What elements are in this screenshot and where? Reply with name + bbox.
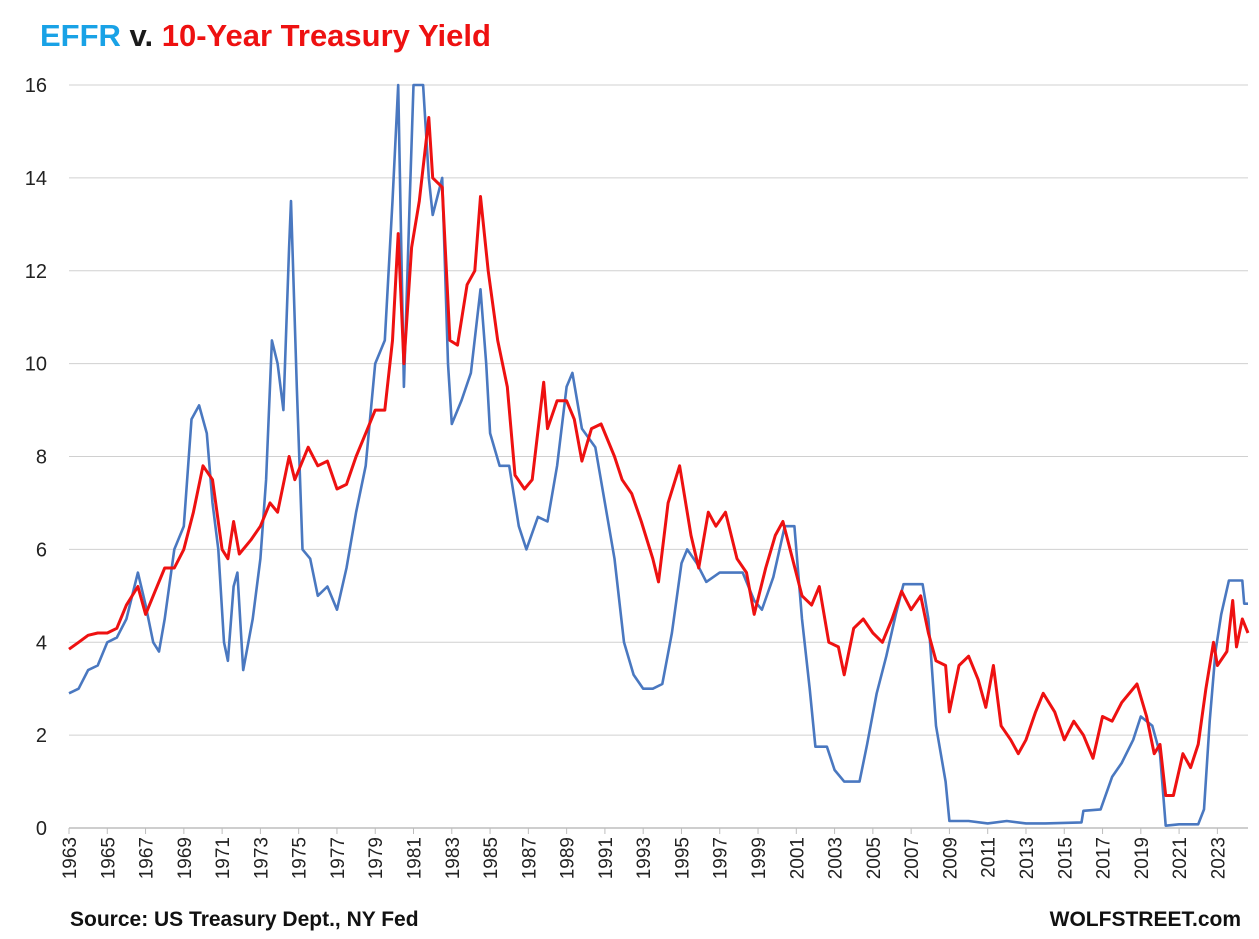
x-tick-label: 1993	[634, 837, 655, 879]
title-effr: EFFR	[40, 18, 121, 53]
y-tick-label: 4	[36, 632, 47, 654]
x-tick-label: 1981	[405, 837, 426, 879]
y-tick-label: 8	[36, 447, 47, 469]
x-tick-label: 2003	[826, 837, 847, 879]
chart-title: EFFR v. 10-Year Treasury Yield	[40, 18, 491, 54]
x-tick-label: 2017	[1094, 837, 1115, 879]
y-tick-label: 12	[25, 261, 47, 283]
x-tick-label: 1969	[175, 837, 196, 879]
x-tick-label: 1983	[443, 837, 464, 879]
x-tick-label: 2023	[1208, 837, 1229, 879]
x-axis-ticks: 1963 1965 1967 1969 1971 1973 1975 1977 1979 1981…	[60, 828, 1229, 879]
y-tick-label: 14	[25, 168, 47, 190]
x-tick-label: 1997	[711, 837, 732, 879]
x-tick-label: 2009	[940, 837, 961, 879]
series-treasury-line	[68, 116, 1250, 797]
series-layer	[68, 83, 1250, 827]
x-tick-label: 2001	[787, 837, 808, 879]
x-tick-label: 2021	[1170, 837, 1191, 879]
x-tick-label: 1979	[366, 837, 387, 879]
series-effr-line	[68, 83, 1248, 827]
x-tick-label: 1967	[137, 837, 158, 879]
y-axis-ticks: 0 2 4 6 8 10 12 14 16	[25, 75, 47, 840]
x-tick-label: 1973	[251, 837, 272, 879]
x-tick-label: 1977	[328, 837, 349, 879]
x-tick-label: 2005	[864, 837, 885, 879]
y-tick-label: 10	[25, 354, 47, 376]
x-tick-label: 2011	[979, 837, 1000, 878]
x-tick-label: 1975	[290, 837, 311, 879]
x-tick-label: 1999	[749, 837, 770, 879]
y-tick-label: 0	[36, 818, 47, 840]
x-tick-label: 1989	[558, 837, 579, 879]
x-tick-label: 1995	[672, 837, 693, 879]
x-tick-label: 1985	[481, 837, 502, 879]
x-tick-label: 2013	[1017, 837, 1038, 879]
x-tick-label: 2015	[1055, 837, 1076, 879]
x-tick-label: 2007	[902, 837, 923, 879]
gridlines	[69, 84, 1248, 736]
x-tick-label: 1963	[60, 837, 81, 879]
x-tick-label: 2019	[1132, 837, 1153, 879]
title-treasury: 10-Year Treasury Yield	[161, 18, 491, 53]
x-tick-label: 1991	[596, 837, 617, 879]
title-versus: v.	[120, 18, 162, 53]
brand-label: WOLFSTREET.com	[1049, 908, 1241, 931]
x-tick-label: 1987	[519, 837, 540, 879]
x-tick-label: 1971	[213, 837, 234, 879]
y-tick-label: 16	[25, 75, 47, 97]
y-tick-label: 2	[36, 725, 47, 747]
source-note: Source: US Treasury Dept., NY Fed	[70, 908, 419, 931]
y-tick-label: 6	[36, 539, 47, 561]
x-tick-label: 1965	[98, 837, 119, 879]
